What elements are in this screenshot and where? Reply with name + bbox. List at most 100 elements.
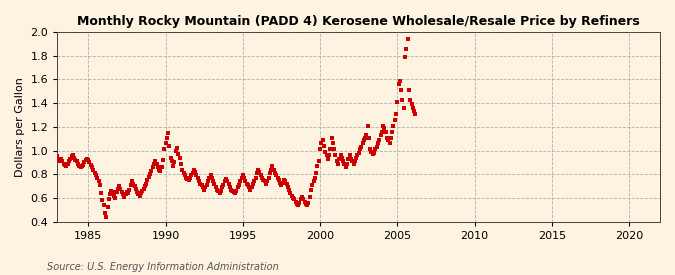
Point bbox=[240, 179, 251, 184]
Point bbox=[352, 153, 363, 158]
Point bbox=[130, 186, 141, 191]
Point bbox=[221, 177, 232, 181]
Point bbox=[398, 106, 409, 110]
Point bbox=[292, 202, 302, 206]
Point bbox=[124, 188, 135, 192]
Point bbox=[333, 161, 344, 166]
Point bbox=[384, 141, 395, 146]
Point bbox=[142, 178, 153, 182]
Point bbox=[254, 170, 265, 174]
Point bbox=[266, 167, 277, 172]
Point bbox=[79, 160, 90, 165]
Point bbox=[137, 189, 148, 193]
Point bbox=[350, 159, 360, 163]
Point bbox=[401, 46, 412, 51]
Point bbox=[52, 154, 63, 159]
Point bbox=[207, 176, 217, 180]
Point bbox=[80, 158, 91, 162]
Point bbox=[122, 190, 132, 194]
Point bbox=[198, 185, 209, 189]
Point bbox=[400, 55, 410, 59]
Point bbox=[218, 183, 229, 187]
Point bbox=[99, 211, 110, 216]
Point bbox=[323, 157, 333, 161]
Point bbox=[261, 182, 271, 186]
Point bbox=[312, 164, 323, 168]
Point bbox=[258, 178, 269, 182]
Point bbox=[367, 152, 378, 156]
Point bbox=[126, 183, 136, 187]
Point bbox=[404, 88, 414, 92]
Point bbox=[248, 182, 259, 186]
Point bbox=[369, 151, 379, 155]
Point bbox=[141, 182, 152, 186]
Point bbox=[200, 185, 211, 189]
Point bbox=[167, 159, 178, 163]
Point bbox=[86, 165, 97, 169]
Point bbox=[114, 184, 125, 188]
Point bbox=[68, 153, 78, 158]
Point bbox=[204, 176, 215, 180]
Point bbox=[109, 193, 119, 198]
Point bbox=[306, 188, 317, 192]
Point bbox=[256, 176, 267, 180]
Point bbox=[184, 178, 194, 182]
Point bbox=[57, 159, 68, 163]
Point bbox=[177, 167, 188, 172]
Point bbox=[156, 165, 167, 169]
Point bbox=[276, 183, 287, 187]
Point bbox=[320, 150, 331, 154]
Point bbox=[219, 179, 230, 184]
Point bbox=[89, 171, 100, 175]
Point bbox=[101, 215, 112, 219]
Point bbox=[182, 177, 193, 181]
Point bbox=[62, 161, 73, 166]
Point bbox=[192, 176, 203, 180]
Point bbox=[325, 147, 335, 152]
Point bbox=[111, 190, 122, 194]
Point bbox=[303, 200, 314, 205]
Point bbox=[116, 190, 127, 194]
Point bbox=[380, 129, 391, 134]
Point bbox=[186, 173, 196, 178]
Point bbox=[181, 176, 192, 180]
Point bbox=[110, 196, 121, 200]
Point bbox=[113, 186, 124, 191]
Y-axis label: Dollars per Gallon: Dollars per Gallon bbox=[15, 77, 25, 177]
Point bbox=[208, 179, 219, 184]
Point bbox=[348, 161, 359, 166]
Point bbox=[330, 153, 341, 158]
Point bbox=[86, 163, 97, 167]
Point bbox=[298, 197, 308, 201]
Point bbox=[375, 133, 386, 137]
Point bbox=[198, 188, 209, 192]
Point bbox=[250, 176, 261, 180]
Point bbox=[176, 161, 186, 166]
Point bbox=[238, 176, 249, 180]
Point bbox=[378, 123, 389, 128]
Point bbox=[317, 138, 328, 142]
Point bbox=[281, 182, 292, 186]
Point bbox=[129, 184, 140, 188]
Point bbox=[366, 150, 377, 154]
Point bbox=[385, 135, 396, 140]
Point bbox=[72, 161, 83, 166]
Point bbox=[74, 164, 84, 168]
Point bbox=[244, 185, 254, 189]
Point bbox=[343, 157, 354, 161]
Point bbox=[347, 159, 358, 163]
Point bbox=[321, 153, 332, 158]
Point bbox=[178, 171, 189, 175]
Point bbox=[387, 129, 398, 134]
Point bbox=[157, 158, 168, 162]
Point bbox=[72, 159, 82, 163]
Point bbox=[329, 147, 340, 152]
Point bbox=[315, 147, 325, 152]
Point bbox=[184, 176, 195, 180]
Point bbox=[271, 173, 281, 178]
Point bbox=[342, 161, 352, 166]
Point bbox=[209, 182, 220, 186]
Point bbox=[313, 159, 324, 163]
Point bbox=[259, 179, 270, 184]
Point bbox=[168, 164, 179, 168]
